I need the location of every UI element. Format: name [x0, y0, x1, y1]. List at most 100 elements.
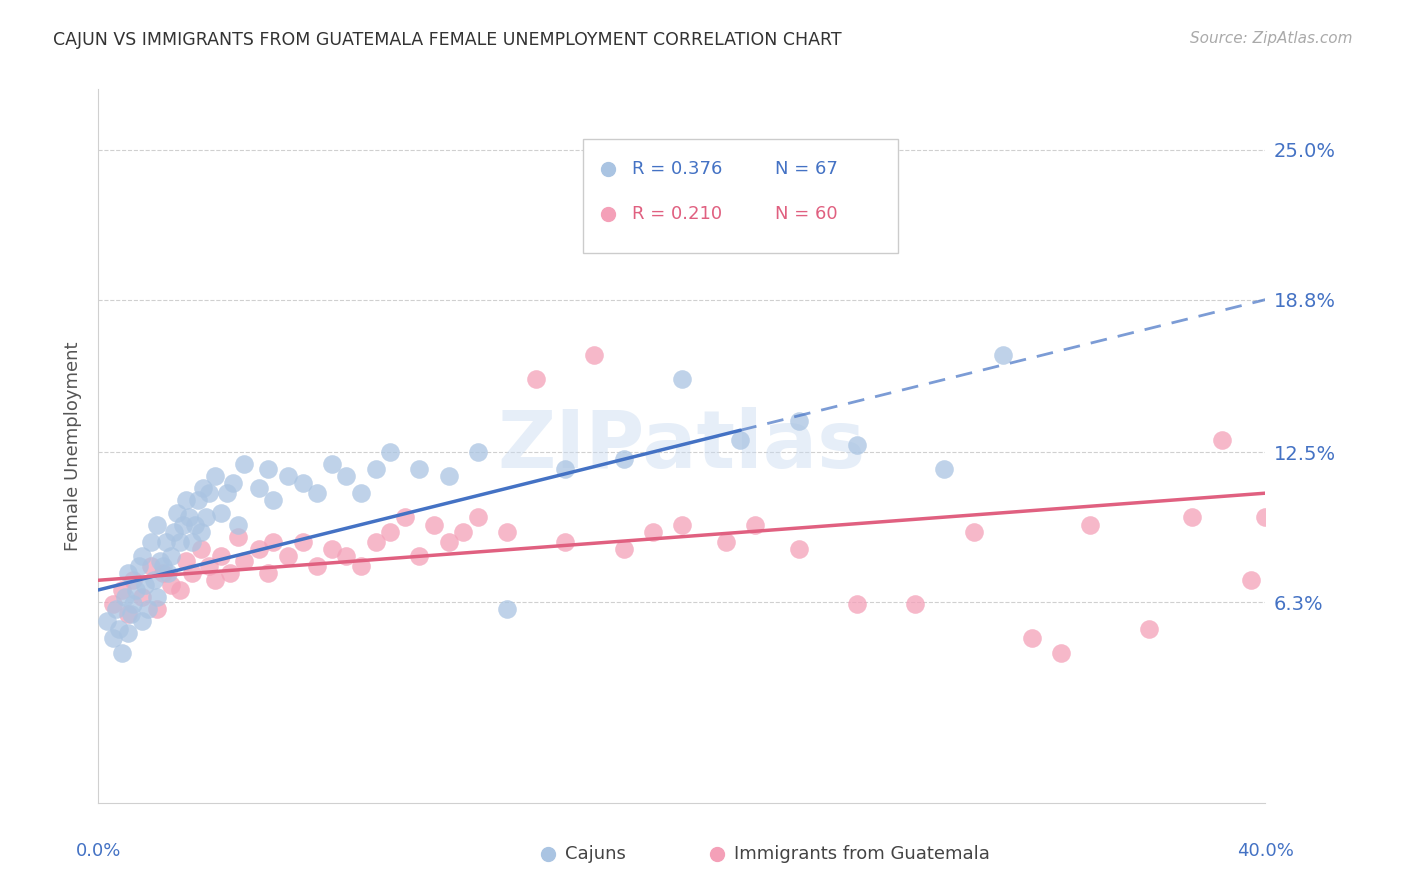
- Point: [1278, 445, 1301, 459]
- Point: [1080, 517, 1102, 532]
- Point: [904, 598, 927, 612]
- Point: [117, 607, 139, 621]
- Point: [128, 558, 150, 573]
- Point: [307, 486, 329, 500]
- Point: [180, 534, 202, 549]
- Point: [187, 493, 209, 508]
- Point: [152, 558, 174, 573]
- Point: [612, 452, 634, 467]
- Point: [134, 578, 156, 592]
- Point: [146, 602, 169, 616]
- Point: [233, 554, 256, 568]
- Point: [256, 462, 278, 476]
- Point: [496, 602, 519, 616]
- Point: [408, 549, 430, 563]
- Text: 0.0%: 0.0%: [76, 842, 121, 860]
- Point: [321, 541, 343, 556]
- Point: [787, 541, 810, 556]
- Point: [364, 534, 387, 549]
- Point: [350, 486, 373, 500]
- Point: [291, 534, 314, 549]
- Point: [117, 566, 139, 580]
- Point: [1313, 517, 1336, 532]
- Point: [262, 493, 284, 508]
- Point: [451, 524, 474, 539]
- Point: [437, 469, 460, 483]
- Point: [204, 469, 226, 483]
- Point: [262, 534, 284, 549]
- Point: [157, 566, 180, 580]
- Point: [131, 615, 153, 629]
- Point: [496, 524, 519, 539]
- Point: [195, 510, 218, 524]
- Point: [209, 549, 232, 563]
- Point: [111, 646, 134, 660]
- Point: [146, 517, 169, 532]
- Point: [228, 530, 250, 544]
- Point: [846, 598, 869, 612]
- Point: [467, 445, 489, 459]
- Point: [142, 574, 165, 588]
- Point: [380, 445, 402, 459]
- Point: [423, 517, 446, 532]
- Point: [174, 493, 197, 508]
- Point: [554, 534, 576, 549]
- Point: [335, 469, 357, 483]
- Point: [172, 517, 194, 532]
- Point: [198, 486, 221, 500]
- Point: [554, 462, 576, 476]
- Point: [190, 541, 212, 556]
- Point: [169, 534, 191, 549]
- Point: [1181, 510, 1204, 524]
- Point: [467, 510, 489, 524]
- Point: [730, 433, 752, 447]
- Y-axis label: Female Unemployment: Female Unemployment: [65, 342, 83, 550]
- Point: [177, 510, 200, 524]
- Point: [215, 486, 238, 500]
- Text: 40.0%: 40.0%: [1237, 842, 1294, 860]
- Point: [122, 574, 145, 588]
- Point: [934, 462, 956, 476]
- Point: [160, 549, 183, 563]
- Point: [787, 414, 810, 428]
- Text: Immigrants from Guatemala: Immigrants from Guatemala: [734, 846, 990, 863]
- Point: [408, 462, 430, 476]
- Point: [277, 469, 299, 483]
- Point: [1254, 510, 1277, 524]
- Point: [437, 534, 460, 549]
- Point: [846, 438, 869, 452]
- Point: [1240, 574, 1263, 588]
- Point: [247, 541, 270, 556]
- Point: [1021, 632, 1043, 646]
- Point: [247, 481, 270, 495]
- Point: [350, 558, 373, 573]
- Point: [991, 348, 1014, 362]
- Point: [131, 590, 153, 604]
- Point: [166, 506, 188, 520]
- Point: [1298, 582, 1320, 597]
- Point: [136, 602, 159, 616]
- Point: [1211, 433, 1233, 447]
- Point: [146, 590, 169, 604]
- Point: [174, 554, 197, 568]
- Text: R = 0.376: R = 0.376: [631, 161, 723, 178]
- Point: [152, 566, 174, 580]
- Point: [183, 517, 205, 532]
- Point: [256, 566, 278, 580]
- Point: [962, 524, 984, 539]
- Point: [394, 510, 416, 524]
- Point: [221, 476, 243, 491]
- Point: [198, 558, 221, 573]
- Text: ZIPatlas: ZIPatlas: [498, 407, 866, 485]
- Point: [1050, 646, 1073, 660]
- Point: [101, 598, 124, 612]
- Point: [163, 524, 186, 539]
- Point: [714, 534, 737, 549]
- Point: [321, 457, 343, 471]
- Point: [96, 615, 118, 629]
- Point: [218, 566, 240, 580]
- Point: [335, 549, 357, 563]
- Point: [307, 558, 329, 573]
- Point: [277, 549, 299, 563]
- Point: [204, 574, 226, 588]
